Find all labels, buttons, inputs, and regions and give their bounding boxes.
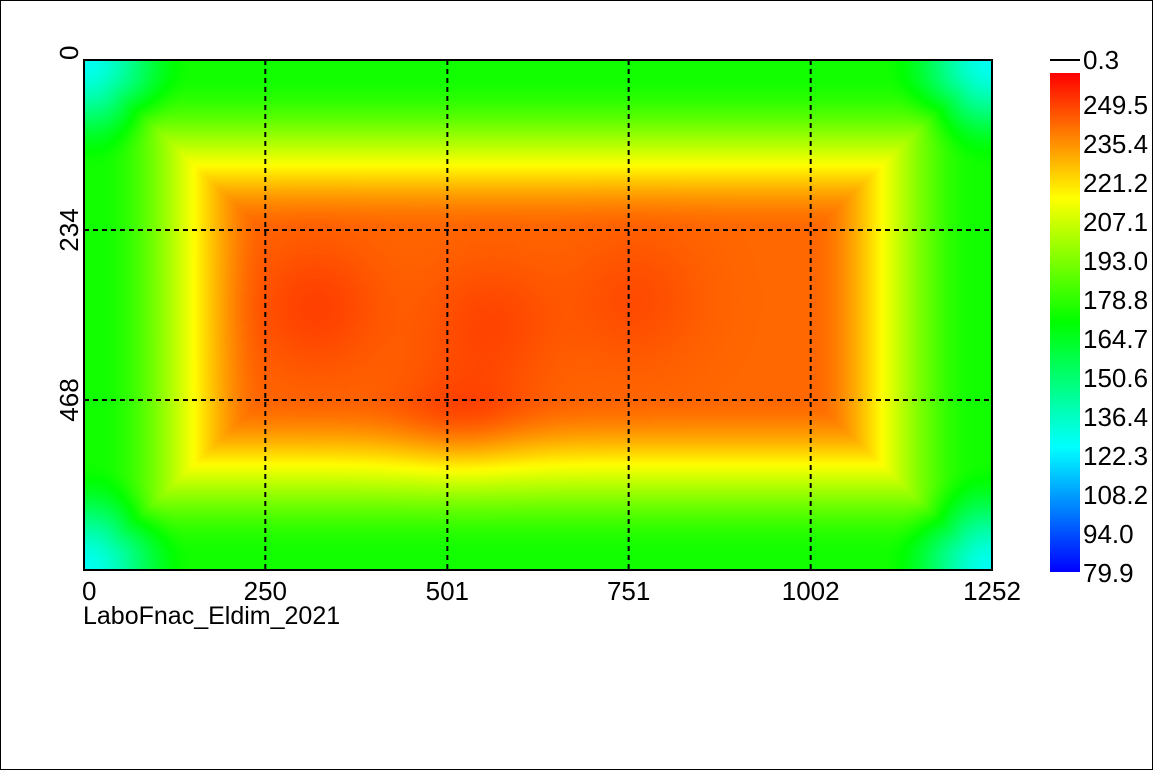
colorbar-labels: 249.5 235.4 221.2 207.1 193.0 178.8 164.7 150.6… [1083, 90, 1148, 588]
x-tick-label: 751 [607, 576, 650, 606]
colorbar-top-label: 0.3 [1083, 45, 1119, 75]
colorbar-label: 136.4 [1083, 402, 1148, 432]
colorbar-label: 221.2 [1083, 168, 1148, 198]
grid-lines [84, 60, 992, 570]
colorbar-label: 108.2 [1083, 480, 1148, 510]
colorbar [1050, 73, 1080, 572]
colorbar-label: 122.3 [1083, 441, 1148, 471]
colorbar-label: 150.6 [1083, 363, 1148, 393]
y-tick-label: 0 [54, 46, 84, 60]
colorbar-label: 178.8 [1083, 285, 1148, 315]
colorbar-label: 164.7 [1083, 324, 1148, 354]
chart-caption: LaboFnac_Eldim_2021 [83, 602, 341, 630]
colorbar-label: 207.1 [1083, 207, 1148, 237]
x-tick-label: 1252 [963, 576, 1021, 606]
x-tick-label: 1002 [782, 576, 840, 606]
colorbar-label: 249.5 [1083, 90, 1148, 120]
colorbar-label: 193.0 [1083, 246, 1148, 276]
heatmap-field [84, 60, 992, 570]
x-tick-label: 250 [244, 576, 287, 606]
x-axis-ticks: 0 250 501 751 1002 1252 [82, 576, 1021, 606]
x-tick-label: 0 [82, 576, 96, 606]
plot-border [83, 59, 993, 571]
colorbar-label: 94.0 [1083, 519, 1134, 549]
y-tick-label: 468 [54, 378, 84, 421]
colorbar-label: 235.4 [1083, 129, 1148, 159]
y-axis-ticks: 0 234 468 [54, 46, 84, 422]
colorbar-label: 79.9 [1083, 558, 1134, 588]
x-tick-label: 501 [426, 576, 469, 606]
y-tick-label: 234 [54, 208, 84, 251]
